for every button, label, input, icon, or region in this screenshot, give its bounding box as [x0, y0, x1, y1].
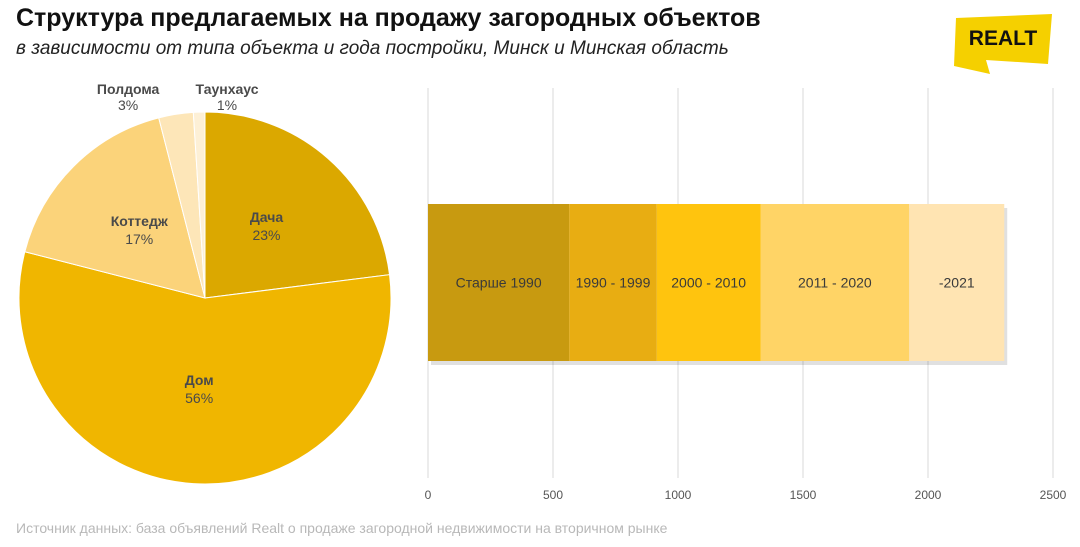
- chart-subtitle: в зависимости от типа объекта и года пос…: [16, 38, 729, 59]
- bar-segment-2: [569, 204, 657, 361]
- x-tick-label: 500: [543, 488, 563, 502]
- bar-segment-label: 1990 - 1999: [576, 275, 651, 291]
- x-tick-label: 1000: [665, 488, 692, 502]
- bar-segment-label: -2021: [939, 275, 975, 291]
- x-tick-label: 2500: [1040, 488, 1067, 502]
- pie-slice-3: [24, 117, 206, 299]
- x-tick-label: 0: [425, 488, 432, 502]
- logo-shape: [954, 14, 1052, 74]
- chart-title: Структура предлагаемых на продажу загоро…: [16, 4, 761, 32]
- logo-text: REALT: [969, 27, 1038, 50]
- pie-slice-1: [204, 111, 391, 299]
- pie-label-category: Полдома: [97, 81, 160, 97]
- pie-label-category: Таунхаус: [195, 81, 258, 97]
- bar-segment-label: 2011 - 2020: [798, 275, 872, 291]
- pie-label-value: 56%: [185, 390, 213, 406]
- x-tick-label: 2000: [915, 488, 942, 502]
- pie-slice-2: [18, 251, 392, 485]
- stacked-bar-chart: 0 500 1000 1500 2000 2500 Старше 1990 1990 - 19…: [425, 88, 1067, 502]
- realt-logo: REALT: [954, 14, 1052, 74]
- bar-segment-5: [909, 204, 1005, 361]
- pie-label-value: 23%: [252, 227, 280, 243]
- pie-slice-5: [192, 111, 206, 299]
- pie-label-category: Дача: [250, 209, 284, 225]
- pie-label-value: 3%: [118, 97, 138, 113]
- data-source: Источник данных: база объявлений Realt о…: [16, 520, 668, 536]
- bar-segment-3: [656, 204, 761, 361]
- pie-label-value: 1%: [217, 97, 237, 113]
- bar-segment-label: 2000 - 2010: [671, 275, 746, 291]
- pie-label-category: Коттедж: [111, 213, 169, 229]
- bar-segment-label: Старше 1990: [456, 275, 542, 291]
- pie-label-value: 17%: [125, 231, 153, 247]
- x-tick-label: 1500: [790, 488, 817, 502]
- pie-label-category: Дом: [185, 372, 214, 388]
- bar-segment-1: [428, 204, 570, 361]
- bar-segment-4: [760, 204, 910, 361]
